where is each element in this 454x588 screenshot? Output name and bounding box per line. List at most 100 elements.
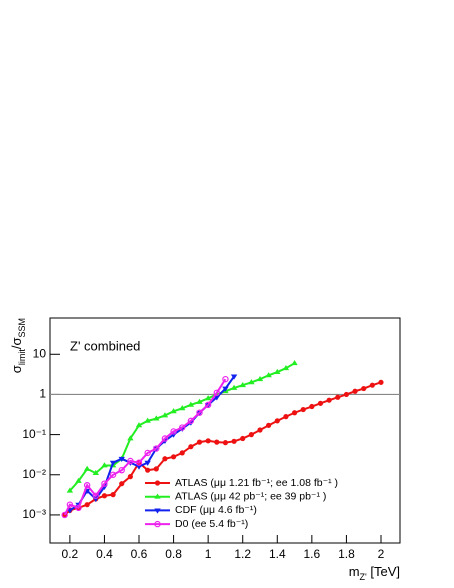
marker: [101, 480, 108, 487]
marker: [274, 418, 280, 424]
marker: [317, 400, 324, 406]
marker: [231, 438, 237, 444]
marker: [154, 493, 161, 499]
marker: [66, 501, 74, 508]
marker: [196, 439, 203, 445]
x-tick-label: 0.4: [96, 547, 113, 561]
y-tick-label: 1: [39, 387, 46, 401]
marker: [170, 454, 177, 460]
marker: [145, 467, 151, 473]
x-tick-label: 1.6: [304, 547, 321, 561]
marker: [162, 456, 168, 462]
marker: [291, 359, 298, 366]
x-axis-label-part: Z': [360, 572, 367, 582]
marker: [153, 415, 160, 421]
legend-label: D0 (ee 5.4 fb⁻¹): [175, 518, 248, 530]
marker: [326, 397, 332, 403]
marker: [179, 450, 185, 456]
marker: [222, 440, 229, 446]
marker: [118, 466, 125, 474]
marker: [135, 422, 143, 428]
marker: [283, 414, 289, 420]
marker: [144, 449, 151, 457]
x-axis-label: mZ' [TeV]: [349, 564, 400, 582]
x-tick-label: 1: [205, 547, 212, 561]
marker: [343, 391, 350, 398]
marker: [144, 460, 151, 466]
marker: [92, 492, 100, 499]
marker: [118, 456, 125, 462]
marker: [170, 428, 177, 435]
marker: [109, 460, 117, 466]
marker: [101, 493, 108, 499]
marker: [204, 401, 212, 409]
marker: [222, 375, 229, 383]
marker: [240, 435, 246, 442]
marker: [265, 372, 272, 378]
marker: [291, 410, 298, 416]
marker: [127, 435, 134, 441]
marker: [266, 422, 272, 428]
marker: [179, 405, 186, 411]
marker: [153, 466, 159, 472]
legend-label: ATLAS (μμ 42 pb⁻¹; ee 39 pb⁻¹ ): [175, 490, 326, 502]
marker: [161, 435, 169, 442]
marker: [135, 464, 143, 470]
x-tick-label: 0.2: [62, 547, 79, 561]
annotation: Z' combined: [70, 338, 140, 353]
y-tick-label: 10⁻²: [22, 467, 46, 481]
marker: [248, 379, 255, 385]
marker: [361, 385, 367, 392]
marker: [335, 394, 341, 400]
x-tick-label: 1.2: [234, 547, 251, 561]
x-tick-label: 2: [378, 547, 385, 561]
marker: [188, 444, 194, 450]
marker: [119, 481, 125, 487]
x-tick-label: 0.6: [131, 547, 148, 561]
marker: [135, 459, 143, 466]
marker: [83, 465, 91, 471]
marker: [187, 401, 195, 407]
y-tick-label: 10⁻¹: [22, 427, 46, 441]
legend-label: CDF (μμ 4.6 fb⁻¹): [175, 504, 257, 516]
marker: [75, 477, 82, 483]
y-axis-label-part: /σ: [9, 338, 24, 350]
y-axis-label-part: SSM: [17, 318, 27, 338]
marker: [257, 427, 263, 433]
plot-frame: [49, 317, 401, 544]
marker: [196, 409, 203, 416]
marker: [154, 480, 161, 486]
marker: [153, 445, 160, 452]
marker: [101, 462, 108, 468]
marker: [378, 379, 384, 385]
marker: [161, 412, 169, 418]
y-axis-label-part: limit: [17, 349, 27, 365]
marker: [214, 439, 220, 445]
marker: [110, 492, 116, 498]
marker: [66, 487, 74, 493]
x-tick-label: 1.8: [338, 547, 355, 561]
marker: [61, 511, 68, 519]
marker: [144, 417, 151, 423]
marker: [309, 403, 315, 410]
marker: [352, 388, 358, 394]
marker: [170, 408, 177, 414]
y-tick-label: 10: [33, 346, 47, 360]
marker: [204, 395, 212, 401]
x-tick-label: 0.8: [165, 547, 182, 561]
marker: [127, 474, 133, 480]
x-axis-label-part: m: [349, 564, 360, 579]
marker: [230, 384, 238, 390]
marker: [256, 375, 264, 382]
marker: [274, 368, 281, 375]
marker: [300, 406, 306, 413]
marker: [109, 471, 117, 478]
marker: [230, 374, 238, 380]
marker: [83, 481, 91, 489]
legend-label: ATLAS (μμ 1.21 fb⁻¹; ee 1.08 fb⁻¹ ): [175, 477, 338, 489]
marker: [92, 469, 100, 476]
y-tick-label: 10⁻³: [22, 507, 46, 521]
marker: [154, 520, 161, 528]
marker: [196, 398, 203, 404]
